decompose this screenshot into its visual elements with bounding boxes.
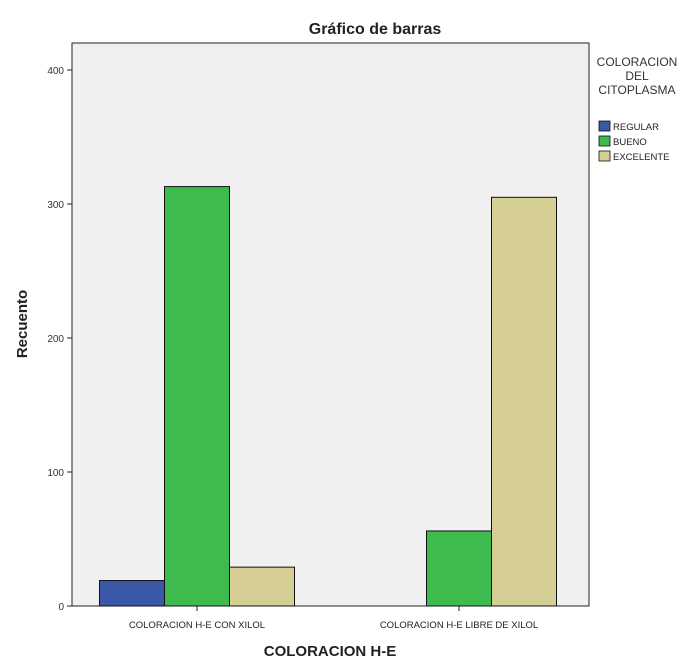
chart-title: Gráfico de barras	[309, 21, 442, 38]
legend-swatch-regular	[598, 120, 611, 132]
y-axis-label: Recuento	[14, 290, 31, 358]
legend-title: CITOPLASMA	[598, 83, 675, 97]
y-tick-label: 100	[47, 468, 64, 479]
bar-bueno	[426, 530, 492, 607]
bars	[99, 186, 557, 607]
bar-excelente	[229, 566, 295, 607]
x-tick-label: COLORACION H-E CON XILOL	[129, 620, 265, 631]
y-tick-label: 300	[47, 200, 64, 211]
x-axis: COLORACION H-E CON XILOL COLORACION H-E L…	[129, 606, 538, 631]
y-tick-label: 0	[58, 602, 64, 613]
y-tick-label: 200	[47, 334, 64, 345]
bar-regular	[99, 580, 165, 607]
y-tick-label: 400	[47, 66, 64, 77]
y-axis: 0 100 200 300 400	[47, 66, 72, 613]
legend-item-excelente: EXCELENTE	[613, 152, 670, 163]
bar-bueno	[164, 186, 230, 607]
legend-title: COLORACION	[597, 55, 678, 69]
legend-title: DEL	[625, 69, 649, 83]
legend-swatch-excelente	[598, 150, 611, 162]
legend-swatch-bueno	[598, 135, 611, 147]
legend-item-regular: REGULAR	[613, 122, 659, 133]
bar-excelente	[491, 196, 557, 607]
x-tick-label: COLORACION H-E LIBRE DE XILOL	[380, 620, 538, 631]
x-axis-label: COLORACION H-E	[264, 643, 397, 660]
legend-item-bueno: BUENO	[613, 137, 647, 148]
